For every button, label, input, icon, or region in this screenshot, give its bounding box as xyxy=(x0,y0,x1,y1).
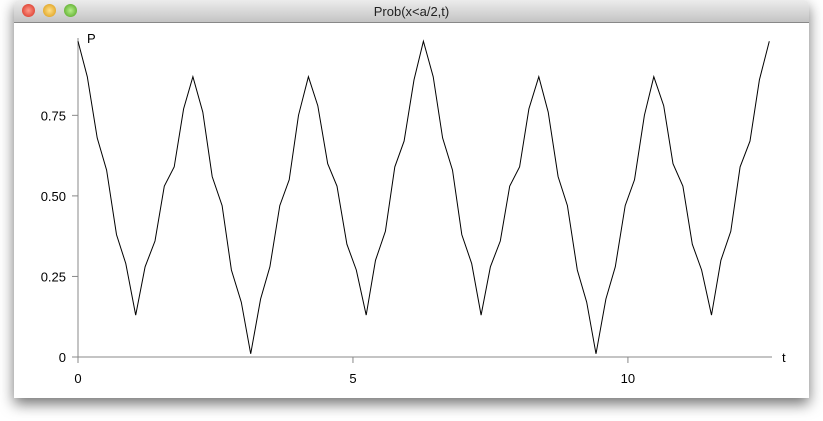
x-axis-label: t xyxy=(782,350,786,365)
minimize-button[interactable] xyxy=(43,4,56,17)
y-tick-label: 0.50 xyxy=(41,189,66,204)
y-tick-label: 0 xyxy=(59,350,66,365)
title-bar: Prob(x<a/2,t) xyxy=(14,0,809,23)
x-tick-label: 5 xyxy=(349,371,356,386)
window: Prob(x<a/2,t) xyxy=(14,0,809,398)
window-title: Prob(x<a/2,t) xyxy=(373,4,450,19)
y-tick-label: 0.25 xyxy=(41,269,66,284)
x-tick-label: 0 xyxy=(74,371,81,386)
y-axis-label: P xyxy=(87,31,96,46)
close-button[interactable] xyxy=(22,4,35,17)
y-tick-label: 0.75 xyxy=(41,108,66,123)
x-tick-label: 10 xyxy=(621,371,635,386)
zoom-button[interactable] xyxy=(64,4,77,17)
line xyxy=(77,39,770,354)
